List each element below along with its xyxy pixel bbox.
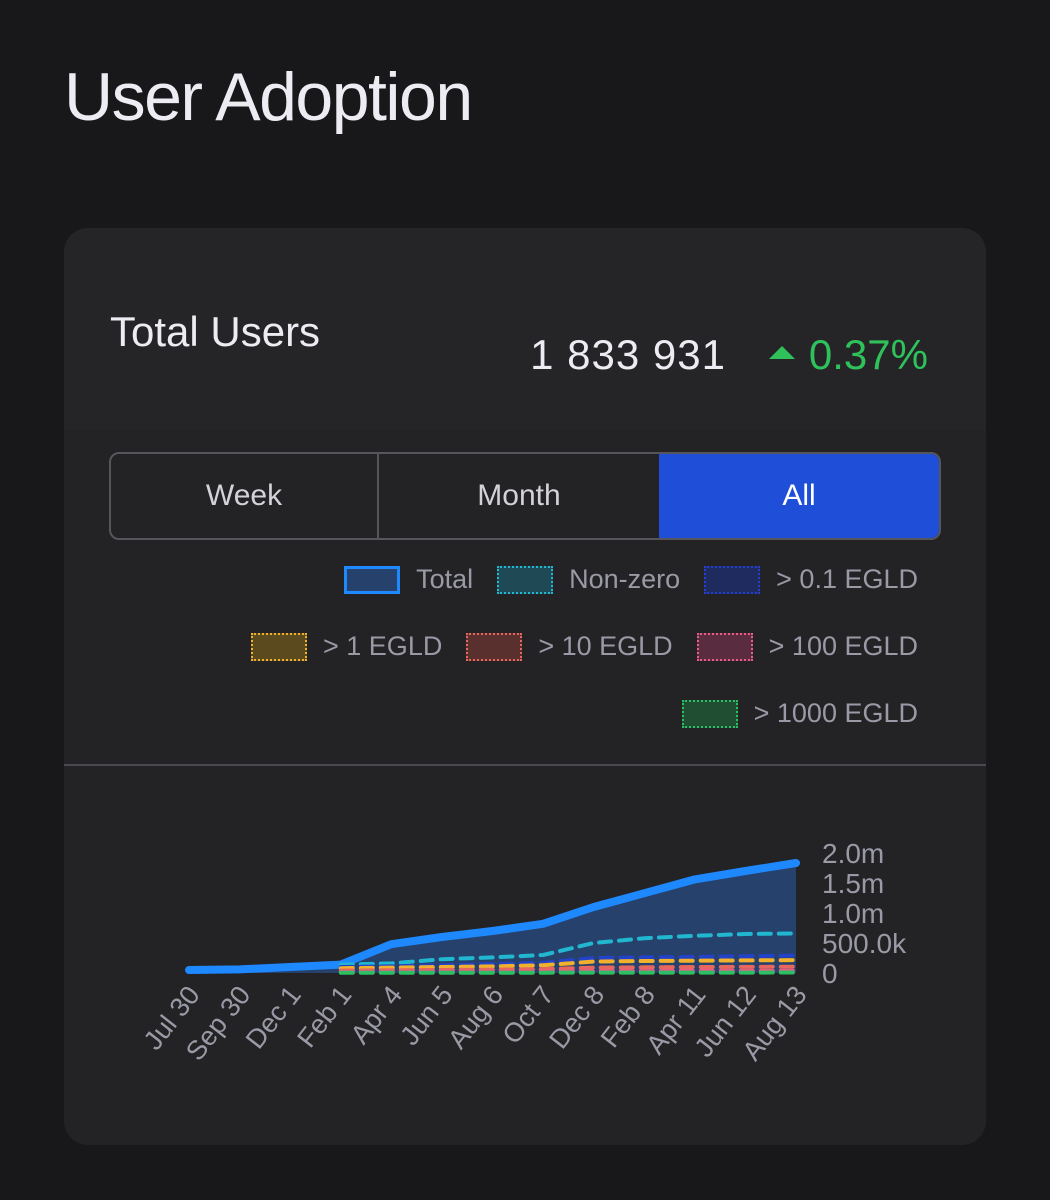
legend-item-100-egld[interactable]: > 100 EGLD	[696, 631, 918, 662]
legend-row-1: Total Non-zero > 0.1 EGLD	[344, 564, 918, 595]
legend-row-2: > 1 EGLD > 10 EGLD > 100 EGLD	[251, 631, 918, 662]
tab-month[interactable]: Month	[477, 479, 561, 512]
legend-label-0-1-egld: > 0.1 EGLD	[776, 564, 918, 594]
series-line-0-1-egld	[338, 953, 798, 969]
y-tick-label: 2.0m	[822, 838, 884, 869]
legend-label-10-egld: > 10 EGLD	[538, 631, 673, 661]
legend-item-1-egld[interactable]: > 1 EGLD	[251, 631, 442, 662]
series-line-10-egld	[338, 964, 798, 973]
chart-lines	[185, 859, 800, 975]
y-tick-label: 1.0m	[822, 898, 884, 929]
legend-label-total: Total	[416, 564, 474, 594]
legend-item-non-zero[interactable]: Non-zero	[497, 564, 680, 595]
legend-label-non-zero: Non-zero	[569, 564, 681, 594]
chart-areas	[189, 863, 796, 973]
legend-swatch-total	[344, 565, 401, 594]
legend-label-1-egld: > 1 EGLD	[323, 631, 443, 661]
tab-week[interactable]: Week	[111, 454, 379, 538]
legend-swatch-1-egld	[251, 632, 308, 661]
legend-row-3: > 1000 EGLD	[681, 698, 918, 729]
legend-swatch-100-egld	[696, 632, 753, 661]
x-tick-label: Aug 6	[442, 980, 509, 1054]
metric-value: 1 833 931	[530, 331, 726, 378]
range-selector: Week Month All	[109, 452, 941, 540]
series-line-non-zero	[338, 931, 798, 967]
x-tick-label: Apr 4	[345, 980, 408, 1049]
legend-swatch-non-zero	[497, 565, 554, 594]
legend-label-100-egld: > 100 EGLD	[768, 631, 918, 661]
legend-item-1000-egld[interactable]: > 1000 EGLD	[681, 698, 918, 729]
triangle-up-icon	[768, 345, 795, 359]
legend-item-total[interactable]: Total	[344, 564, 473, 595]
series-line-1-egld	[338, 958, 798, 971]
legend-item-0-1-egld[interactable]: > 0.1 EGLD	[704, 564, 918, 595]
tab-all[interactable]: All	[659, 454, 939, 538]
y-tick-label: 1.5m	[822, 868, 884, 899]
y-tick-label: 500.0k	[822, 928, 907, 959]
metric-label: Total Users	[110, 308, 321, 355]
metric-change-value: 0.37%	[808, 331, 928, 378]
legend-label-1000-egld: > 1000 EGLD	[753, 698, 918, 728]
series-line-total	[185, 859, 800, 974]
y-tick-label: 0	[822, 958, 838, 989]
total-users-card: Total Users 1 833 931 0.37% Week Month A…	[64, 228, 986, 1145]
page-title: User Adoption	[64, 59, 473, 135]
card-header: Total Users 1 833 931 0.37%	[64, 228, 986, 430]
x-tick-label: Dec 8	[543, 980, 610, 1054]
legend-swatch-1000-egld	[681, 699, 738, 728]
legend-swatch-0-1-egld	[704, 565, 761, 594]
x-tick-label: Dec 1	[240, 980, 307, 1054]
divider	[64, 764, 986, 766]
x-tick-label: Feb 1	[291, 980, 357, 1053]
metric-change: 0.37%	[768, 331, 928, 379]
series-area-total	[189, 863, 796, 973]
legend-item-10-egld[interactable]: > 10 EGLD	[466, 631, 673, 662]
legend-swatch-10-egld	[466, 632, 523, 661]
